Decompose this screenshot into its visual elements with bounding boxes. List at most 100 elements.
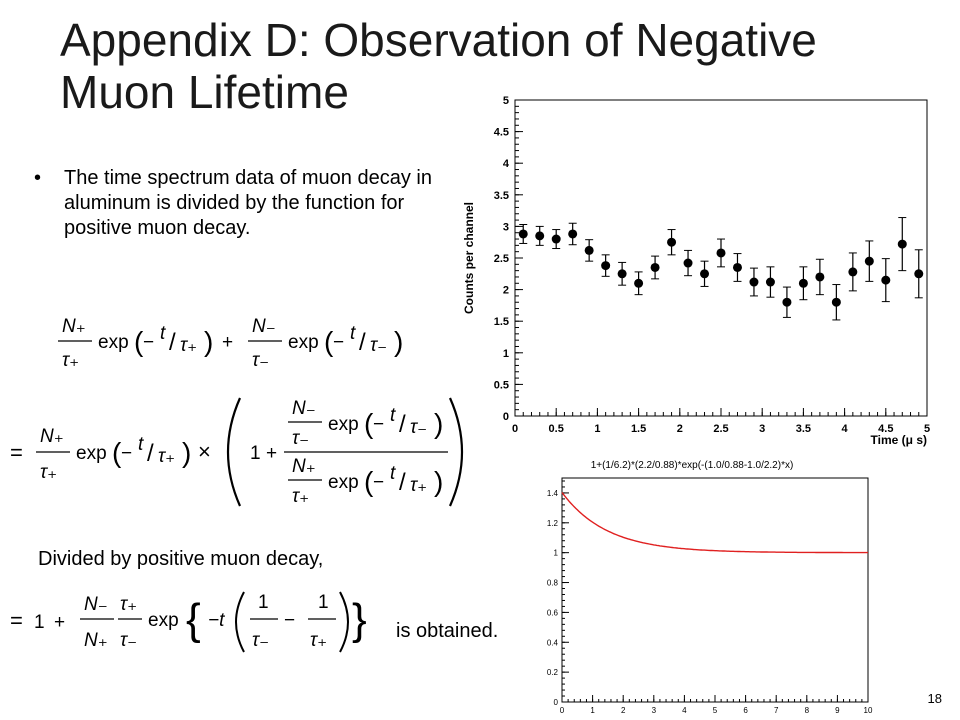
data-point — [617, 261, 627, 286]
svg-text:τ₋: τ₋ — [252, 350, 269, 371]
svg-text:N₊: N₊ — [292, 456, 316, 477]
data-point — [749, 267, 759, 297]
divided-caption: Divided by positive muon decay, — [38, 548, 324, 570]
y-tick-label: 0.8 — [547, 579, 559, 588]
svg-text:/: / — [169, 329, 176, 356]
x-tick-label: 6 — [743, 706, 748, 715]
y-tick-label: 3.5 — [494, 190, 509, 202]
data-point — [881, 258, 891, 303]
data-point — [831, 284, 841, 321]
svg-text:τ₊: τ₊ — [120, 594, 137, 615]
svg-text:−: − — [121, 443, 132, 464]
data-point — [782, 286, 792, 318]
x-tick-label: 1 — [590, 706, 595, 715]
equation-ratio: = 1 + N₋ N₊ τ₊ τ₋ exp { −t 1 τ₋ − 1 τ₊ } — [10, 591, 367, 653]
chart-ratio-function: 1+(1/6.2)*(2.2/0.88)*exp(-(1.0/0.88-1.0/… — [547, 460, 873, 715]
svg-text:/: / — [147, 440, 154, 467]
svg-text:exp: exp — [288, 332, 319, 353]
svg-text:): ) — [434, 466, 443, 497]
y-tick-label: 1.4 — [547, 489, 559, 498]
svg-text:+: + — [54, 612, 65, 633]
y-tick-label: 1 — [554, 549, 559, 558]
svg-text:−: − — [284, 610, 295, 631]
plot-frame — [561, 477, 869, 703]
y-axis-label: Counts per channel — [462, 202, 476, 314]
y-tick-label: 5 — [503, 95, 509, 107]
x-tick-label: 2.5 — [713, 423, 728, 435]
svg-text:exp: exp — [328, 472, 359, 493]
chart-title: 1+(1/6.2)*(2.2/0.88)*exp(-(1.0/0.88-1.0/… — [591, 460, 794, 471]
bullet-text: The time spectrum data of muon decay in … — [64, 167, 432, 239]
y-tick-label: 1.5 — [494, 316, 509, 328]
svg-text:N₊: N₊ — [40, 426, 64, 447]
svg-text:1: 1 — [318, 592, 329, 613]
svg-text:): ) — [394, 326, 403, 357]
data-point — [897, 217, 907, 272]
svg-text:×: × — [198, 439, 211, 464]
bullet-dot-icon: • — [34, 167, 42, 189]
svg-text:=: = — [10, 440, 23, 465]
svg-text:/: / — [399, 411, 406, 438]
y-tick-label: 0.5 — [494, 379, 509, 391]
svg-text:N₋: N₋ — [292, 398, 316, 419]
svg-text:(: ( — [364, 466, 374, 497]
svg-text:τ₊: τ₊ — [310, 630, 327, 651]
svg-text:τ₋: τ₋ — [252, 630, 269, 651]
svg-text:t: t — [160, 323, 166, 344]
svg-text:−: − — [143, 332, 154, 353]
svg-text:): ) — [204, 326, 213, 357]
svg-text:(: ( — [134, 326, 144, 357]
svg-text:N₋: N₋ — [84, 594, 108, 615]
svg-text:(: ( — [112, 437, 122, 468]
x-tick-label: 5 — [924, 423, 930, 435]
svg-text:exp: exp — [328, 414, 359, 435]
data-point — [551, 229, 561, 250]
svg-text:(: ( — [364, 408, 374, 439]
title-line-1: Appendix D: Observation of Negative — [60, 14, 817, 66]
svg-text:/: / — [359, 329, 366, 356]
svg-text:−: − — [373, 414, 384, 435]
svg-text:τ₋: τ₋ — [410, 417, 427, 438]
svg-text:τ₊: τ₊ — [410, 475, 427, 496]
y-tick-label: 4 — [503, 158, 510, 170]
data-point — [584, 239, 594, 262]
y-tick-label: 1 — [503, 348, 509, 360]
data-point — [815, 258, 825, 296]
svg-text:1: 1 — [258, 592, 269, 613]
data-point — [601, 254, 611, 277]
svg-text:−: − — [333, 332, 344, 353]
y-tick-label: 0 — [503, 411, 509, 423]
svg-text:−t: −t — [208, 610, 225, 631]
title-line-2: Muon Lifetime — [60, 66, 349, 118]
data-point — [535, 225, 545, 246]
y-tick-label: 0.4 — [547, 638, 559, 647]
function-line — [561, 492, 868, 554]
chart-muon-spectrum: Counts per channel Time (μ s) 0 0.5 1 1.5 2 2… — [462, 95, 930, 447]
obtained-caption: is obtained. — [396, 620, 499, 642]
x-tick-label: 9 — [835, 706, 840, 715]
svg-text:τ₊: τ₊ — [40, 462, 57, 483]
x-tick-label: 3 — [759, 423, 765, 435]
y-tick-label: 1.2 — [547, 519, 559, 528]
y-tick-label: 0 — [554, 698, 559, 707]
x-tick-label: 4 — [842, 423, 849, 435]
svg-text:(: ( — [324, 326, 334, 357]
svg-text:+: + — [266, 443, 277, 464]
svg-text:N₊: N₊ — [84, 630, 108, 651]
x-tick-label: 3 — [652, 706, 657, 715]
x-axis-label: Time (μ s) — [871, 433, 927, 447]
svg-text:exp: exp — [98, 332, 129, 353]
y-tick-label: 2.5 — [494, 253, 509, 265]
x-tick-label: 4.5 — [878, 423, 893, 435]
svg-text:}: } — [352, 595, 367, 644]
data-point — [700, 260, 710, 287]
svg-text:t: t — [138, 434, 144, 455]
svg-text:+: + — [222, 332, 233, 353]
data-point — [568, 222, 578, 246]
svg-text:τ₊: τ₊ — [158, 446, 175, 467]
x-tick-label: 0 — [512, 423, 518, 435]
x-tick-label: 1 — [594, 423, 600, 435]
page-number: 18 — [927, 691, 942, 706]
data-point — [683, 249, 693, 277]
equation-factored: = N₊ τ₊ exp ( − t / τ₊ ) × 1 + N₋ τ₋ exp… — [10, 397, 464, 507]
